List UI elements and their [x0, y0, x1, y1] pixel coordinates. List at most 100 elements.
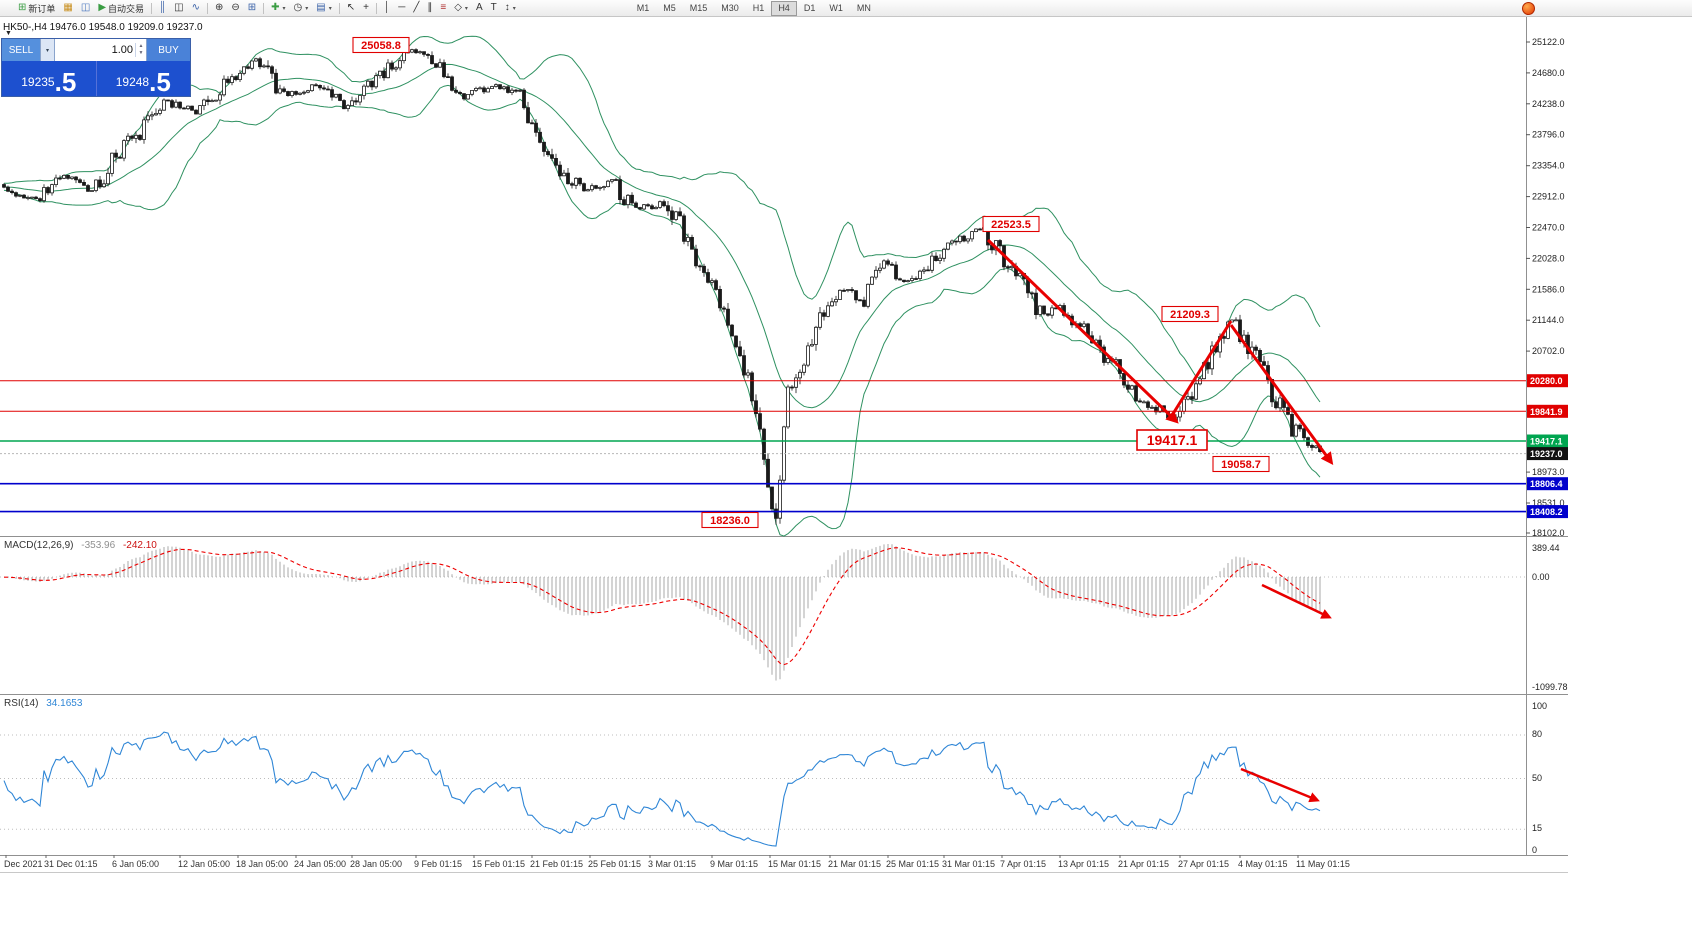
svg-text:25 Mar 01:15: 25 Mar 01:15: [886, 859, 939, 869]
tab-timeframe-d1[interactable]: D1: [803, 3, 816, 13]
crosshair-button[interactable]: +: [359, 1, 373, 16]
autotrading-button[interactable]: ▶ 自动交易: [94, 1, 148, 16]
svg-text:80: 80: [1532, 729, 1542, 739]
shapes-button[interactable]: ◇ ▾: [450, 1, 472, 16]
chart-canvas[interactable]: 25122.0 24680.0 24238.0 23796.0 23354.0 22912…: [0, 0, 1568, 938]
toolbar-separator: [376, 2, 377, 14]
price-annotation[interactable]: 21209.3: [1161, 305, 1219, 323]
templates-icon: ▤: [316, 2, 326, 13]
svg-text:21144.0: 21144.0: [1532, 315, 1564, 325]
svg-text:25058.8: 25058.8: [361, 40, 401, 52]
text-icon: A: [475, 2, 483, 13]
stepper-up-icon[interactable]: ▲: [138, 43, 144, 49]
svg-text:22912.0: 22912.0: [1532, 192, 1565, 202]
line-chart-button[interactable]: ∿: [188, 1, 204, 16]
new-order-button[interactable]: ⊞ 新订单: [14, 1, 59, 16]
channel-button[interactable]: ∥: [423, 1, 436, 16]
chevron-down-icon: ▾: [45, 47, 49, 54]
arrows-button[interactable]: ↕ ▾: [501, 1, 520, 16]
svg-text:18806.4: 18806.4: [1530, 479, 1563, 489]
sell-button[interactable]: SELL: [2, 39, 40, 61]
fibonacci-button[interactable]: ≡: [436, 1, 450, 16]
candles-chart-button[interactable]: ◫: [170, 1, 187, 16]
one-click-collapse-button[interactable]: ▼: [5, 30, 12, 37]
zoom-in-button[interactable]: ⊕: [211, 1, 227, 16]
tab-timeframe-m1[interactable]: M1: [636, 3, 650, 13]
label-button[interactable]: T: [487, 1, 501, 16]
svg-text:28 Jan 05:00: 28 Jan 05:00: [350, 859, 402, 869]
timeframe-toolbar: M1 M5 M15 M30 H1 H4 D1 W1 MN: [630, 0, 878, 16]
cursor-button[interactable]: ↖: [343, 1, 359, 16]
tile-windows-button[interactable]: ⊞: [244, 1, 260, 16]
svg-text:18102.0: 18102.0: [1532, 528, 1565, 538]
buy-price[interactable]: 19248 .5: [97, 61, 191, 96]
bars-chart-icon: ║: [159, 2, 167, 13]
trend-arrows[interactable]: [986, 238, 1334, 803]
tab-timeframe-mn[interactable]: MN: [856, 3, 871, 13]
cursor-icon: ↖: [346, 2, 356, 13]
order-type-dropdown[interactable]: ▾: [40, 39, 55, 61]
svg-text:23354.0: 23354.0: [1532, 161, 1565, 171]
buy-button[interactable]: BUY: [146, 39, 190, 61]
notification-icon[interactable]: [1522, 2, 1535, 15]
svg-text:12 Jan 05:00: 12 Jan 05:00: [178, 859, 230, 869]
volume-field[interactable]: 1.00 ▲ ▼: [55, 39, 146, 61]
svg-text:21 Feb 01:15: 21 Feb 01:15: [530, 859, 583, 869]
new-order-icon: ⊞: [18, 2, 27, 13]
time-axis[interactable]: Dec 2021 31 Dec 01:15 6 Jan 05:00 12 Jan 05…: [4, 855, 1350, 869]
macd-histogram: [4, 544, 1321, 681]
bars-chart-button[interactable]: ║: [155, 1, 170, 16]
rsi-pane-label: RSI(14) 34.1653: [4, 698, 82, 709]
zoom-out-icon: ⊖: [231, 2, 240, 13]
price-axis[interactable]: 25122.0 24680.0 24238.0 23796.0 23354.0 22912…: [1526, 37, 1565, 538]
tab-timeframe-m5[interactable]: M5: [663, 3, 676, 13]
tab-timeframe-w1[interactable]: W1: [829, 3, 843, 13]
tab-timeframe-m15[interactable]: M15: [689, 3, 708, 13]
buy-price-fraction: .5: [149, 66, 171, 97]
horizontal-line-icon: ─: [398, 2, 406, 13]
stepper-down-icon[interactable]: ▼: [138, 50, 144, 56]
horizontal-line-button[interactable]: ─: [394, 1, 409, 16]
quantity-stepper[interactable]: ▲ ▼: [135, 43, 146, 57]
svg-text:27 Apr 01:15: 27 Apr 01:15: [1178, 859, 1229, 869]
vertical-line-button[interactable]: │: [380, 1, 394, 16]
rsi-value: 34.1653: [46, 698, 83, 709]
svg-text:22470.0: 22470.0: [1532, 223, 1565, 233]
horizontal-lines[interactable]: [0, 380, 1526, 513]
svg-text:22028.0: 22028.0: [1532, 253, 1565, 263]
trendline-button[interactable]: ╱: [409, 1, 423, 16]
zoom-out-button[interactable]: ⊖: [227, 1, 243, 16]
chevron-down-icon: ▾: [464, 5, 468, 12]
tab-timeframe-h4[interactable]: H4: [771, 0, 797, 16]
tab-timeframe-m30[interactable]: M30: [721, 3, 739, 13]
svg-text:6 Jan 05:00: 6 Jan 05:00: [112, 859, 159, 869]
tab-timeframe-h1[interactable]: H1: [752, 3, 765, 13]
price-annotation[interactable]: 18236.0: [701, 511, 759, 529]
svg-text:24 Jan 05:00: 24 Jan 05:00: [294, 859, 346, 869]
toolbar-items: ⊞ 新订单 ▦ ◫ ▶ 自动交易 ║ ◫ ∿ ⊕ ⊖ ⊞ ✚ ▾ ◷ ▾ ▤ ▾ ↖ + │ ─ ╱ ∥ ≡ ◇ ▾ A T ↕ ▾ M1 M5…: [0, 0, 1692, 16]
svg-text:3 Mar 01:15: 3 Mar 01:15: [648, 859, 696, 869]
indicators-button[interactable]: ✚ ▾: [267, 1, 289, 16]
toolbar-separator: [263, 2, 265, 14]
svg-text:11 May 01:15: 11 May 01:15: [1296, 859, 1350, 869]
price-tags: 20280.0 19841.9 19417.1 19237.0 18806.4 18408…: [1527, 374, 1568, 519]
sell-price[interactable]: 19235 .5: [2, 61, 96, 96]
price-annotation[interactable]: 19058.7: [1212, 455, 1270, 473]
toolbar-separator: [206, 2, 208, 14]
svg-text:25122.0: 25122.0: [1532, 37, 1565, 47]
period-button[interactable]: ◷ ▾: [290, 1, 313, 16]
svg-text:21209.3: 21209.3: [1170, 309, 1210, 321]
rsi-line: [3, 731, 1321, 847]
price-annotation[interactable]: 22523.5: [982, 215, 1040, 233]
profiles-button[interactable]: ◫: [77, 1, 94, 16]
svg-text:18236.0: 18236.0: [710, 515, 750, 527]
text-button[interactable]: A: [472, 1, 487, 16]
price-annotation[interactable]: 19417.1: [1136, 429, 1208, 451]
line-chart-icon: ∿: [191, 2, 200, 13]
autotrading-icon: ▶: [98, 2, 107, 13]
chart-window-button[interactable]: ▦: [59, 1, 76, 16]
templates-button[interactable]: ▤ ▾: [312, 1, 335, 16]
symbol-ohlc-header: HK50-,H4 19476.0 19548.0 19209.0 19237.0: [3, 22, 203, 33]
price-annotation[interactable]: 25058.8: [352, 36, 410, 54]
chevron-down-icon: ▾: [512, 5, 516, 12]
